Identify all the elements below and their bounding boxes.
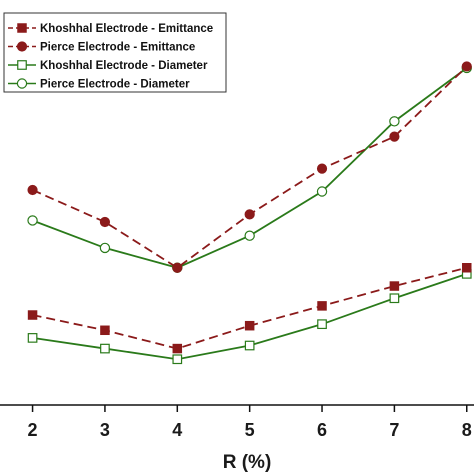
series-2-point-2	[27, 333, 38, 343]
series-2-point-7	[389, 293, 400, 304]
series-2-point-3	[100, 343, 110, 354]
series-1-point-6	[316, 163, 328, 174]
series-3-point-5	[244, 230, 255, 241]
series-0-point-3	[100, 325, 110, 336]
series-2-point-6	[317, 319, 327, 330]
series-0-point-2	[27, 310, 38, 320]
series-0-point-5	[244, 320, 255, 331]
series-0-point-4	[172, 343, 183, 354]
series-1-point-7	[389, 131, 400, 142]
legend-box	[3, 12, 227, 93]
legend-marker-1	[16, 41, 28, 52]
series-0-point-8	[462, 263, 472, 273]
legend-marker-2	[17, 60, 27, 70]
series-1-point-4	[172, 262, 183, 273]
series-markers	[27, 61, 472, 365]
legend: Khoshhal Electrode - Emittance Pierce Ele…	[3, 12, 227, 93]
series-3-point-6	[316, 186, 328, 197]
series-1-point-3	[99, 216, 111, 228]
x-tick-label-7: 7	[389, 420, 399, 440]
series-3-point-7	[389, 116, 400, 127]
series-0-point-6	[317, 301, 327, 311]
series-0-point-7	[389, 281, 400, 291]
series-1-point-5	[244, 209, 255, 220]
series-line-0	[32, 266, 467, 350]
series-1-point-8	[461, 61, 472, 72]
legend-label-2: Khoshhal Electrode - Diameter	[40, 60, 208, 72]
series-3-point-3	[99, 242, 111, 254]
x-tick-label-8: 8	[462, 420, 472, 440]
legend-marker-0	[17, 23, 27, 33]
legend-marker-3	[16, 78, 28, 89]
series-2-point-4	[172, 354, 183, 365]
x-tick-label-3: 3	[100, 420, 110, 440]
x-axis-title: R (%)	[223, 452, 272, 473]
x-tick-label-4: 4	[172, 420, 182, 440]
series-1-point-2	[27, 184, 38, 196]
axes: 2 3 4 5 6 7 8	[0, 404, 474, 440]
legend-label-1: Pierce Electrode - Emittance	[40, 42, 195, 54]
x-tick-label-2: 2	[28, 420, 38, 440]
x-tick-label-6: 6	[317, 420, 327, 440]
series-2-point-5	[244, 340, 255, 351]
x-tick-label-5: 5	[245, 420, 255, 440]
legend-label-3: Pierce Electrode - Diameter	[40, 79, 190, 91]
legend-label-0: Khoshhal Electrode - Emittance	[40, 23, 213, 35]
series-3-point-2	[27, 215, 38, 226]
